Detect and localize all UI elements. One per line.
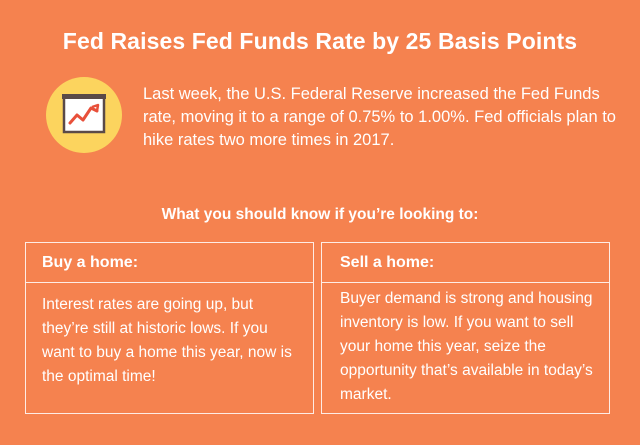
rising-chart-icon	[46, 77, 122, 153]
sell-home-card: Sell a home: Buyer demand is strong and …	[321, 242, 610, 414]
chart-graphic	[62, 94, 106, 134]
sell-home-heading: Sell a home:	[322, 243, 609, 283]
section-subheading: What you should know if you’re looking t…	[161, 206, 479, 223]
buy-home-card: Buy a home: Interest rates are going up,…	[25, 242, 314, 414]
intro-paragraph: Last week, the U.S. Federal Reserve incr…	[143, 85, 616, 149]
page-title: Fed Raises Fed Funds Rate by 25 Basis Po…	[62, 28, 578, 54]
buy-home-text: Interest rates are going up, but they’re…	[42, 296, 292, 385]
sell-home-text: Buyer demand is strong and housing inven…	[340, 290, 593, 403]
buy-home-heading: Buy a home:	[26, 243, 313, 283]
